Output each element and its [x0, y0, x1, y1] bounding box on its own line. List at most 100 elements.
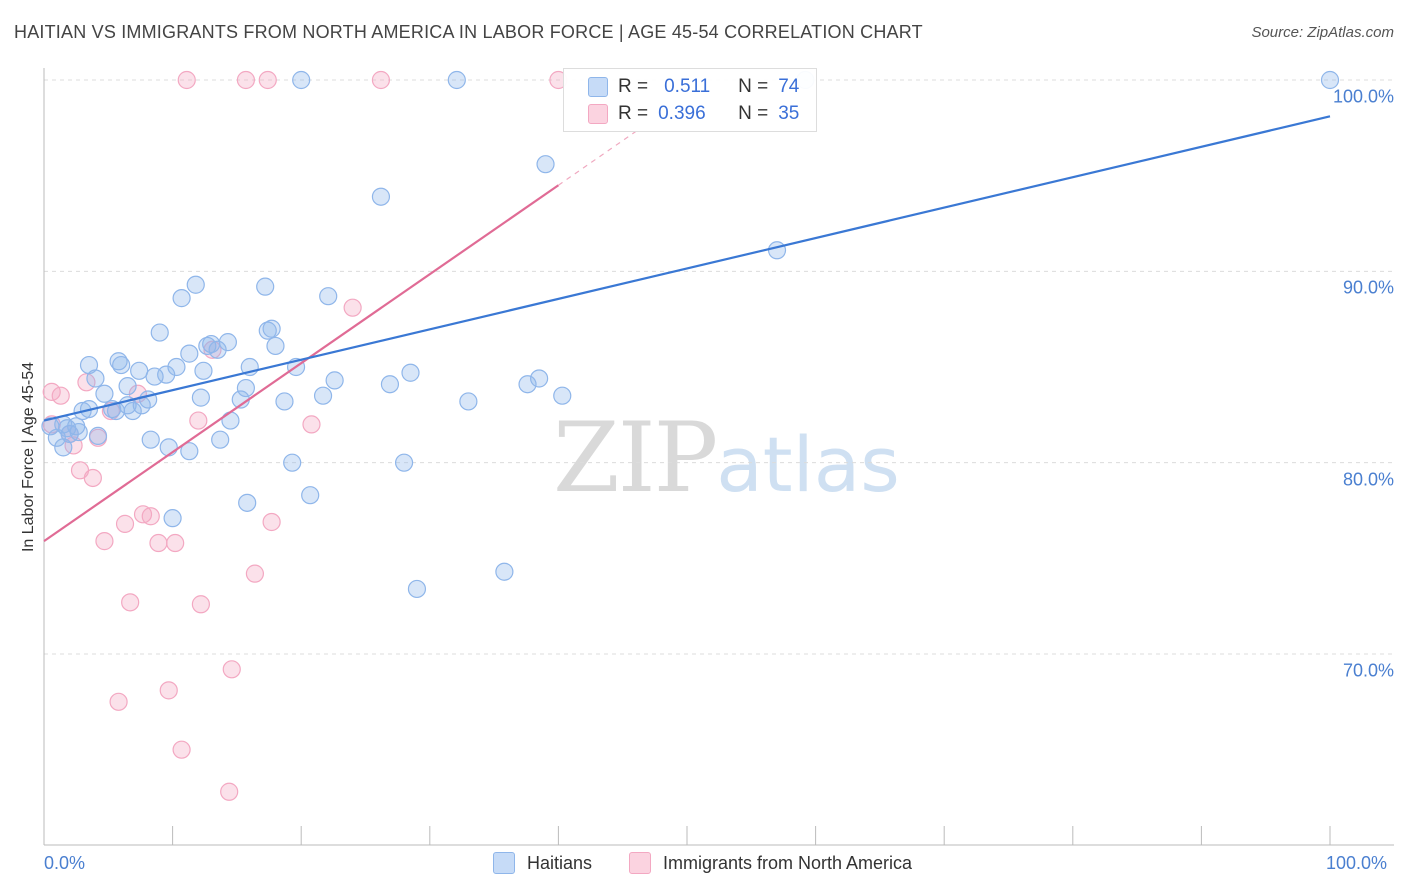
haitians-point-26	[159, 438, 178, 457]
haitians-point-58	[380, 375, 400, 394]
immigrants-trend-line	[43, 184, 560, 543]
immigrants-point-17	[159, 681, 178, 700]
legend-r-haitians: 0.511	[664, 76, 711, 97]
immigrants-point-7	[83, 468, 102, 488]
immigrants-point-12	[121, 593, 140, 612]
immigrants-trend-extension	[558, 131, 636, 186]
haitians-point-59	[394, 453, 414, 472]
haitians-point-73	[69, 422, 88, 442]
legend-n-haitians: 74	[778, 76, 800, 97]
immigrants-point-16	[149, 533, 168, 553]
haitians-point-24	[150, 323, 169, 342]
axes	[43, 68, 1394, 846]
x-tick-label-max: 100.0%	[1326, 853, 1388, 873]
haitians-points	[41, 70, 1340, 599]
immigrants-points	[42, 70, 568, 801]
chart-title: HAITIAN VS IMMIGRANTS FROM NORTH AMERICA…	[14, 22, 923, 42]
immigrants-point-19	[172, 740, 191, 759]
haitians-point-17	[118, 377, 137, 396]
immigrants-point-9	[95, 532, 114, 551]
haitians-point-10	[88, 426, 108, 445]
haitians-point-56	[325, 371, 344, 390]
immigrants-point-30	[302, 415, 321, 434]
haitians-point-61	[407, 579, 427, 599]
bottom-legend-label-immigrants: Immigrants from North America	[663, 852, 913, 873]
haitians-point-63	[459, 392, 478, 411]
immigrants-point-31	[343, 298, 362, 317]
y-tick-label-90: 90.0%	[1342, 277, 1394, 298]
haitians-point-38	[208, 340, 227, 359]
y-tick-label-80: 80.0%	[1342, 469, 1394, 490]
haitians-point-72	[58, 419, 77, 438]
x-tick-label-min: 0.0%	[44, 853, 86, 873]
haitians-point-19	[130, 361, 149, 380]
immigrants-point-20	[177, 70, 196, 90]
legend-row-haitians: R = 0.511 N = 74	[564, 74, 799, 100]
haitians-point-30	[180, 442, 199, 461]
haitians-point-66	[530, 369, 549, 388]
haitians-point-50	[283, 453, 302, 472]
legend-r-label: R =	[618, 76, 649, 97]
immigrants-point-26	[236, 70, 256, 90]
haitians-point-60	[401, 363, 420, 382]
haitians-point-52	[292, 70, 311, 90]
haitians-point-29	[172, 289, 191, 308]
immigrants-point-29	[262, 512, 281, 532]
haitians-point-71	[1320, 70, 1340, 90]
immigrants-point-25	[222, 660, 241, 679]
haitians-point-31	[180, 344, 199, 363]
immigrants-point-24	[220, 782, 239, 801]
legend-n-label: N =	[738, 76, 769, 97]
haitians-point-34	[194, 361, 213, 380]
haitians-point-37	[211, 430, 230, 449]
immigrants-point-32	[371, 70, 391, 90]
immigrants-point-0	[42, 382, 61, 401]
legend-row-immigrants: R = 0.396 N = 35	[564, 101, 799, 127]
immigrants-point-15	[141, 507, 160, 526]
haitians-point-11	[95, 384, 114, 403]
immigrants-point-18	[166, 533, 185, 553]
bottom-legend-swatch-haitians	[493, 852, 515, 874]
immigrants-point-34	[109, 692, 128, 711]
bottom-legend-immigrants: Immigrants from North America	[629, 852, 912, 874]
haitians-point-54	[313, 386, 333, 405]
bottom-legend-haitians: Haitians	[493, 852, 592, 874]
source-label: Source: ZipAtlas.com	[1251, 24, 1394, 41]
haitians-point-32	[186, 275, 205, 294]
haitians-point-15	[112, 355, 131, 375]
haitians-point-48	[266, 336, 285, 356]
haitians-point-45	[256, 277, 275, 296]
haitians-point-39	[218, 333, 237, 352]
legend-n-immigrants: 35	[778, 103, 800, 124]
haitians-trend-line	[43, 115, 1331, 422]
haitians-point-62	[447, 70, 466, 90]
immigrants-point-21	[189, 411, 208, 430]
immigrants-point-2	[51, 386, 70, 405]
watermark-atlas: atlas	[716, 420, 900, 509]
haitians-point-9	[86, 369, 105, 388]
immigrants-point-11	[115, 514, 135, 533]
bottom-legend-swatch-immigrants	[629, 852, 651, 874]
immigrants-point-27	[245, 564, 265, 583]
haitians-point-49	[275, 392, 294, 411]
haitians-point-22	[141, 430, 160, 449]
haitians-point-25	[157, 365, 176, 384]
haitians-point-53	[301, 486, 320, 505]
legend-box: R = 0.511 N = 74 R = 0.396 N = 35	[563, 68, 817, 132]
haitians-point-40	[221, 411, 240, 430]
haitians-point-47	[262, 319, 281, 338]
haitians-point-65	[518, 375, 537, 394]
haitians-point-70	[767, 241, 787, 260]
y-tick-label-100: 100.0%	[1332, 86, 1394, 107]
haitians-point-23	[145, 367, 164, 386]
legend-r-label: R =	[618, 103, 649, 124]
haitians-point-28	[167, 357, 186, 377]
watermark: ZIPatlas	[553, 402, 900, 514]
legend-r-immigrants: 0.396	[658, 103, 706, 124]
haitians-point-43	[238, 493, 257, 512]
legend-swatch-haitians	[588, 77, 608, 97]
haitians-point-27	[163, 509, 182, 528]
haitians-point-68	[553, 386, 572, 405]
haitians-point-18	[123, 401, 142, 421]
